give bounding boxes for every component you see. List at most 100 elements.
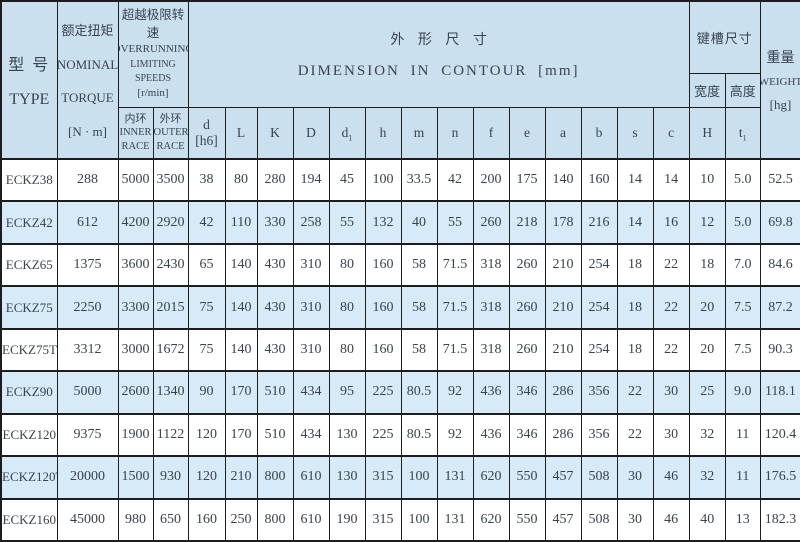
col-overrunning-en1: OVERRUNNING: [119, 43, 187, 56]
cell-value: 45000: [56, 497, 119, 542]
cell-value: 310: [292, 327, 330, 373]
table-row: ECKZ38 288 5000 3500 38 80 280 194 45 100 33.5 42 20…: [0, 157, 800, 203]
cell-value: 434: [292, 370, 330, 415]
cell-value: 120: [187, 412, 226, 458]
cell-value: 286: [544, 370, 582, 415]
cell-value: 160: [364, 285, 402, 330]
cell-value: 260: [508, 327, 546, 373]
cell-value: 38: [187, 157, 226, 203]
cell-value: 80: [328, 285, 366, 330]
cell-value: 650: [152, 497, 189, 542]
cell-value: 13: [724, 497, 761, 542]
cell-value: 310: [292, 285, 330, 330]
col-m: m: [400, 106, 438, 160]
col-d-h6: d [h6]: [187, 106, 226, 160]
cell-value: 30: [652, 370, 690, 415]
cell-value: 46: [652, 455, 690, 500]
cell-value: 45: [328, 157, 366, 203]
col-dimension-zh: 外 形 尺 寸: [390, 32, 492, 48]
table-body: ECKZ38 288 5000 3500 38 80 280 194 45 100 33.5 42 20…: [0, 157, 800, 542]
cell-value: 254: [580, 285, 618, 330]
cell-value: 58: [400, 285, 438, 330]
cell-value: 20: [688, 285, 726, 330]
cell-value: 75: [187, 285, 226, 330]
col-f: f: [472, 106, 510, 160]
table-row: ECKZ65 1375 3600 2430 65 140 430 310 80 160 58 71.5…: [0, 242, 800, 288]
cell-value: 3600: [117, 242, 154, 288]
cell-value: 430: [256, 242, 294, 288]
cell-value: 120: [187, 455, 226, 500]
header-row-1: 型 号 TYPE 额定扭矩 NOMINAL TORQUE [N · m] 超越极…: [0, 0, 800, 160]
cell-value: 318: [472, 285, 510, 330]
cell-value: 160: [187, 497, 226, 542]
cell-value: 210: [224, 455, 258, 500]
cell-value: 75: [187, 327, 226, 373]
cell-value: 90.3: [759, 327, 800, 373]
cell-value: 92: [436, 412, 474, 458]
cell-value: 620: [472, 455, 510, 500]
table-row: ECKZ75T 3312 3000 1672 75 140 430 310 80 160 58 71.…: [0, 327, 800, 373]
col-dimension-group: 外 形 尺 寸 DIMENSION IN CONTOUR [mm]: [187, 0, 690, 108]
cell-value: 7.0: [724, 242, 761, 288]
cell-value: 80.5: [400, 412, 438, 458]
cell-value: 178: [544, 200, 582, 245]
cell-value: 9.0: [724, 370, 761, 415]
cell-value: 18: [616, 327, 654, 373]
cell-value: 3312: [56, 327, 119, 373]
cell-value: 5.0: [724, 157, 761, 203]
col-overrunning-speeds: 超越极限转速 OVERRUNNING LIMITING SPEEDS [r/mi…: [117, 0, 189, 108]
cell-value: 457: [544, 497, 582, 542]
cell-value: 2430: [152, 242, 189, 288]
cell-value: 612: [56, 200, 119, 245]
cell-value: 120.4: [759, 412, 800, 458]
cell-value: 254: [580, 242, 618, 288]
cell-value: 315: [364, 455, 402, 500]
cell-value: 12: [688, 200, 726, 245]
cell-value: 800: [256, 455, 294, 500]
table-row: ECKZ42 612 4200 2920 42 110 330 258 55 132 40 55 260…: [0, 200, 800, 245]
col-D: D: [292, 106, 330, 160]
cell-value: 22: [616, 412, 654, 458]
cell-value: 980: [117, 497, 154, 542]
col-torque-en1: NOMINAL: [57, 56, 118, 72]
col-d1: d1: [328, 106, 366, 160]
cell-value: 16: [652, 200, 690, 245]
cell-value: 40: [400, 200, 438, 245]
cell-value: 286: [544, 412, 582, 458]
cell-value: 346: [508, 412, 546, 458]
cell-value: 22: [652, 327, 690, 373]
cell-value: 436: [472, 412, 510, 458]
cell-value: 1900: [117, 412, 154, 458]
cell-value: 92: [436, 370, 474, 415]
cell-value: 95: [328, 370, 366, 415]
cell-value: 160: [364, 327, 402, 373]
cell-value: 20: [688, 327, 726, 373]
cell-value: 288: [56, 157, 119, 203]
header-row-2: 宽度 高度: [1, 72, 800, 108]
cell-value: 100: [364, 157, 402, 203]
table-row: ECKZ90 5000 2600 1340 90 170 510 434 95 225 80.5 92…: [0, 370, 800, 415]
cell-value: 58: [400, 242, 438, 288]
cell-value: 3000: [117, 327, 154, 373]
cell-type: ECKZ75T: [0, 327, 58, 373]
col-K: K: [256, 106, 294, 160]
col-overrunning-unit: [r/min]: [137, 86, 169, 99]
cell-value: 30: [652, 412, 690, 458]
cell-value: 610: [292, 455, 330, 500]
cell-value: 434: [292, 412, 330, 458]
col-weight: 重量 WEIGHT [hg]: [759, 0, 800, 160]
col-L: L: [224, 106, 258, 160]
table-row: ECKZ120T20000150093012021080061013031510…: [0, 455, 800, 500]
cell-value: 80: [328, 327, 366, 373]
cell-value: 100: [400, 455, 438, 500]
col-c: c: [652, 106, 690, 160]
col-overrunning-en2: LIMITING SPEEDS: [130, 58, 176, 84]
col-type: 型 号 TYPE: [0, 0, 58, 160]
col-weight-zh: 重量: [766, 51, 795, 66]
cell-value: 318: [472, 242, 510, 288]
cell-value: 510: [256, 370, 294, 415]
col-type-zh: 型 号: [8, 57, 51, 74]
cell-value: 18: [616, 242, 654, 288]
cell-type: ECKZ42: [0, 200, 58, 245]
